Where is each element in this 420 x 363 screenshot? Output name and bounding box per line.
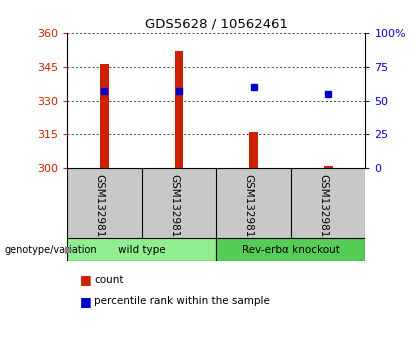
Text: GSM1329812: GSM1329812 (169, 174, 179, 244)
Text: genotype/variation: genotype/variation (4, 245, 97, 255)
Text: GSM1329813: GSM1329813 (244, 174, 254, 244)
Text: ▶: ▶ (65, 245, 73, 255)
Text: percentile rank within the sample: percentile rank within the sample (94, 296, 270, 306)
FancyBboxPatch shape (67, 238, 216, 261)
Bar (249, 132, 258, 168)
Text: Rev-erbα knockout: Rev-erbα knockout (242, 245, 340, 255)
Text: GSM1329814: GSM1329814 (318, 174, 328, 244)
Text: count: count (94, 274, 124, 285)
Title: GDS5628 / 10562461: GDS5628 / 10562461 (145, 17, 288, 30)
Bar (175, 51, 184, 168)
FancyBboxPatch shape (216, 238, 365, 261)
Text: ■: ■ (80, 295, 92, 308)
Bar (100, 64, 109, 168)
Text: ■: ■ (80, 273, 92, 286)
Bar (324, 166, 333, 168)
Text: GSM1329811: GSM1329811 (94, 174, 105, 244)
Text: wild type: wild type (118, 245, 165, 255)
